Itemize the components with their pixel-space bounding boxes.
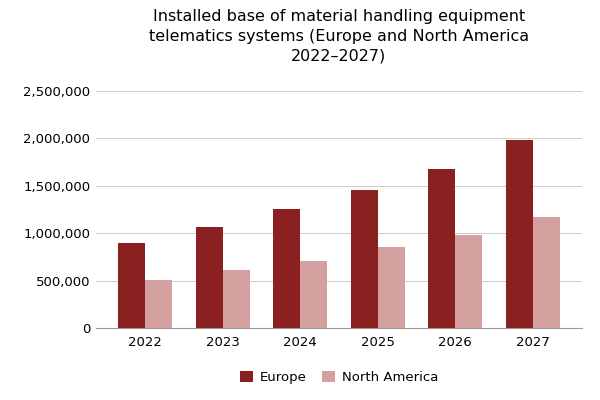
Bar [350,190,378,328]
Bar [455,235,482,328]
Bar [533,217,560,328]
Title: Installed base of material handling equipment
telematics systems (Europe and Nor: Installed base of material handling equi… [149,9,529,64]
Bar [506,140,533,328]
Legend: Europe, North America: Europe, North America [235,365,443,389]
Bar [378,248,405,328]
Bar [300,261,328,328]
Bar [273,210,300,328]
Bar [118,243,145,328]
Bar [196,228,223,328]
Bar [223,270,250,328]
Bar [145,280,172,328]
Bar [428,169,455,328]
